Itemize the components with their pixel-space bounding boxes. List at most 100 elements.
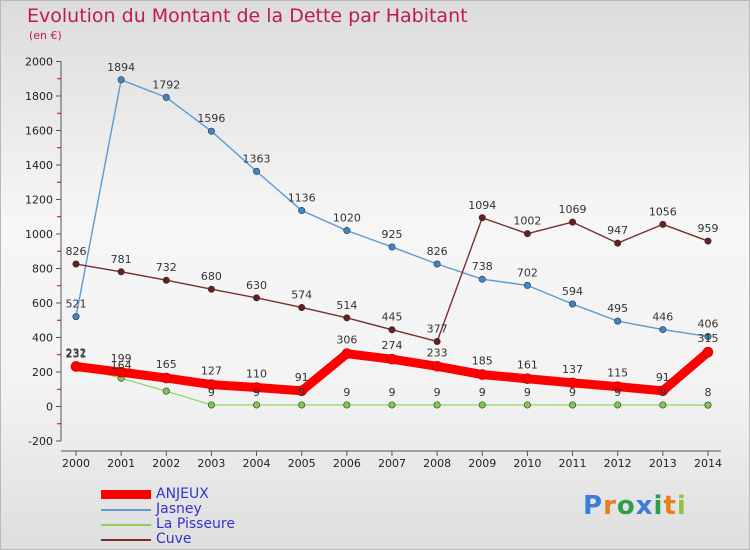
- data-label-la-pisseure: 9: [659, 386, 666, 399]
- data-point-anjeux: [206, 379, 217, 390]
- data-label-anjeux: 110: [246, 368, 267, 381]
- data-label-cuve: 445: [381, 311, 402, 324]
- data-label-la-pisseure: 231: [66, 348, 87, 361]
- data-label-jasney: 826: [427, 245, 448, 258]
- y-tick-label: 400: [32, 332, 53, 345]
- data-point-cuve: [704, 237, 712, 245]
- data-point-cuve: [298, 303, 306, 311]
- data-point-jasney: [72, 313, 80, 321]
- x-tick-label: 2010: [513, 457, 541, 470]
- data-point-cuve: [388, 326, 396, 334]
- data-point-cuve: [162, 276, 170, 284]
- data-label-la-pisseure: 9: [569, 386, 576, 399]
- logo-letter: t: [663, 491, 677, 521]
- y-tick-label: 2000: [25, 56, 53, 69]
- data-point-jasney: [207, 127, 215, 135]
- data-point-la-pisseure: [704, 401, 712, 409]
- data-point-la-pisseure: [207, 401, 215, 409]
- data-label-jasney: 1136: [288, 192, 316, 205]
- data-label-jasney: 738: [472, 260, 493, 273]
- data-point-la-pisseure: [253, 401, 261, 409]
- x-tick-label: 2011: [559, 457, 587, 470]
- data-label-anjeux: 306: [336, 334, 357, 347]
- data-label-jasney: 1020: [333, 212, 361, 225]
- data-label-cuve: 1094: [468, 199, 496, 212]
- y-tick-label: 0: [46, 401, 53, 414]
- legend-item-la-pisseure: La Pisseure: [101, 517, 235, 532]
- data-label-la-pisseure: 9: [434, 386, 441, 399]
- x-tick-label: 2000: [62, 457, 90, 470]
- data-point-la-pisseure: [478, 401, 486, 409]
- data-label-jasney: 925: [381, 228, 402, 241]
- data-label-la-pisseure: 164: [111, 359, 132, 372]
- data-point-jasney: [117, 76, 125, 84]
- x-tick-label: 2007: [378, 457, 406, 470]
- data-point-la-pisseure: [433, 401, 441, 409]
- legend-swatch-jasney: [101, 508, 151, 511]
- legend-swatch-la-pisseure: [101, 523, 151, 526]
- data-point-cuve: [72, 260, 80, 268]
- data-point-cuve: [343, 314, 351, 322]
- data-label-jasney: 406: [697, 317, 718, 330]
- data-point-cuve: [614, 239, 622, 247]
- logo-letter: i: [676, 491, 687, 521]
- data-point-jasney: [253, 167, 261, 175]
- data-label-anjeux: 165: [156, 358, 177, 371]
- data-label-la-pisseure: 9: [388, 386, 395, 399]
- y-tick-label: 600: [32, 297, 53, 310]
- data-point-anjeux: [341, 348, 353, 360]
- data-label-cuve: 514: [336, 299, 357, 312]
- data-label-jasney: 1363: [243, 152, 271, 165]
- x-tick-label: 2002: [152, 457, 180, 470]
- data-label-anjeux: 315: [697, 332, 718, 345]
- data-label-anjeux: 91: [656, 371, 670, 384]
- data-label-la-pisseure: 9: [208, 386, 215, 399]
- data-point-anjeux: [522, 373, 533, 385]
- data-label-anjeux: 274: [381, 339, 402, 352]
- legend: ANJEUX Jasney La Pisseure Cuve: [101, 487, 235, 547]
- data-label-anjeux: 127: [201, 365, 222, 378]
- data-point-anjeux: [70, 361, 82, 372]
- data-label-anjeux: 115: [607, 367, 628, 380]
- data-label-anjeux: 185: [472, 355, 493, 368]
- logo-letter: o: [616, 491, 636, 521]
- data-point-la-pisseure: [614, 401, 622, 409]
- data-point-cuve: [659, 220, 667, 228]
- data-label-cuve: 732: [156, 261, 177, 274]
- data-label-jasney: 1596: [197, 112, 225, 125]
- data-point-jasney: [343, 227, 351, 235]
- data-point-jasney: [298, 207, 306, 215]
- data-point-jasney: [478, 275, 486, 283]
- x-tick-label: 2005: [288, 457, 316, 470]
- data-point-la-pisseure: [523, 401, 531, 409]
- data-label-jasney: 594: [562, 285, 583, 298]
- data-label-cuve: 781: [111, 253, 132, 266]
- data-point-cuve: [523, 230, 531, 238]
- data-label-jasney: 1792: [152, 78, 180, 91]
- y-tick-label: 1000: [25, 228, 53, 241]
- data-point-jasney: [388, 243, 396, 251]
- data-point-jasney: [614, 317, 622, 325]
- data-point-cuve: [117, 268, 125, 276]
- data-label-cuve: 1002: [513, 215, 541, 228]
- data-label-anjeux: 233: [427, 346, 448, 359]
- data-label-jasney: 1894: [107, 61, 135, 74]
- data-label-cuve: 959: [697, 222, 718, 235]
- x-tick-label: 2014: [694, 457, 722, 470]
- y-tick-label: 200: [32, 366, 53, 379]
- data-point-anjeux: [612, 381, 623, 392]
- data-point-jasney: [433, 260, 441, 268]
- legend-item-cuve: Cuve: [101, 532, 235, 547]
- data-label-jasney: 702: [517, 266, 538, 279]
- data-label-cuve: 574: [291, 288, 312, 301]
- series-line-jasney: [75, 79, 709, 338]
- data-point-la-pisseure: [659, 401, 667, 409]
- data-label-anjeux: 199: [111, 352, 132, 365]
- legend-label-la-pisseure: La Pisseure: [156, 516, 235, 532]
- legend-label-anjeux: ANJEUX: [156, 486, 209, 502]
- data-label-la-pisseure: 9: [343, 386, 350, 399]
- data-label-la-pisseure: 9: [614, 386, 621, 399]
- logo-letter: r: [603, 491, 617, 521]
- data-point-anjeux: [160, 372, 172, 384]
